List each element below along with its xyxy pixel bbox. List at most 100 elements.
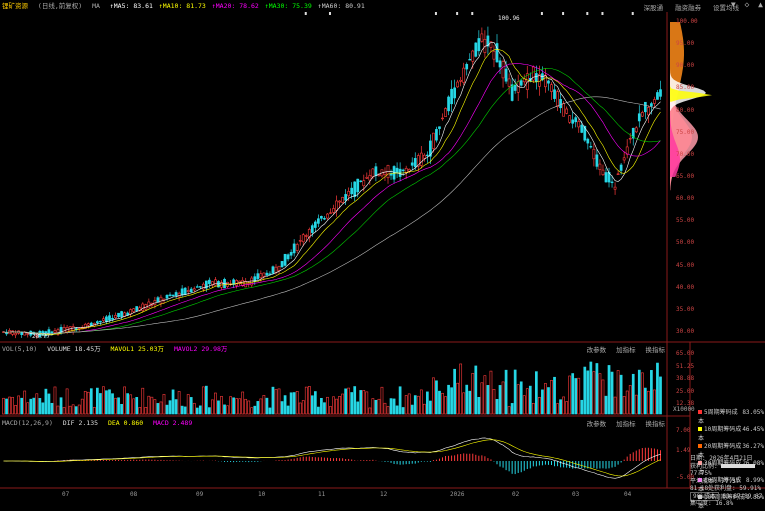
volume-bar <box>165 404 169 415</box>
volume-bar <box>489 370 493 415</box>
candle-body <box>59 327 63 334</box>
candle-body <box>180 288 184 296</box>
vol-edit-params-button[interactable]: 改参数 <box>586 346 607 354</box>
volume-bar <box>492 389 496 415</box>
volume-bar <box>389 398 393 415</box>
volume-bar <box>53 386 57 415</box>
candle-body <box>165 295 169 299</box>
volume-bar <box>386 406 390 415</box>
event-marker <box>631 12 634 15</box>
candle-body <box>426 154 429 157</box>
volume-bar <box>147 395 151 415</box>
link-set-ma[interactable]: 设置均线 <box>713 4 739 12</box>
link-shenggutong[interactable]: 深股通 <box>643 4 664 12</box>
ma5-line <box>3 42 661 336</box>
volume-bar <box>253 405 257 415</box>
volume-unit: X10000 <box>673 406 695 413</box>
cost90-select[interactable]: 90%成本 <box>690 491 719 501</box>
volume-bar <box>171 389 175 415</box>
volume-bar <box>474 365 478 415</box>
volume-bar <box>195 407 199 415</box>
candle-body <box>616 173 620 175</box>
volume-bar <box>610 371 614 415</box>
macd-switch-indicator-button[interactable]: 换指标 <box>645 420 666 428</box>
price-tick-label: 55.00 <box>676 217 695 225</box>
candle-body <box>395 167 399 174</box>
expand-icon[interactable]: ▲ <box>758 0 763 9</box>
macd-tick-label: 7.00 <box>676 427 691 434</box>
volume-bar <box>313 391 317 415</box>
diamond-icon[interactable]: ◇ <box>744 0 750 9</box>
candle-body <box>298 240 302 242</box>
candle-body <box>474 42 478 57</box>
volume-bar <box>377 398 381 415</box>
candle-body <box>83 323 87 329</box>
candle-body <box>99 320 102 323</box>
volume-bar <box>189 397 193 415</box>
macd-tick-label: -5.00 <box>676 474 695 481</box>
volume-bar <box>616 370 620 415</box>
candle-body <box>256 273 260 280</box>
candle-body <box>640 112 644 117</box>
volume-bar <box>123 386 126 415</box>
price-tick-label: 90.00 <box>676 62 695 70</box>
volume-bar <box>304 386 308 415</box>
candle-body <box>313 221 317 228</box>
volume-bar <box>102 386 105 415</box>
candle-body <box>595 154 599 167</box>
candle-body <box>583 126 587 141</box>
collapse-icon[interactable]: ▼ <box>730 0 736 9</box>
chart-canvas[interactable] <box>0 0 765 500</box>
link-margin[interactable]: 融资融券 <box>675 4 702 12</box>
legend-row: 5周期筹码成本 83.05% <box>698 409 764 426</box>
price-tick-label: 80.00 <box>676 106 695 114</box>
volume-bar <box>341 393 344 415</box>
mavol2-value: MAVOL2 29.98万 <box>173 345 228 353</box>
dif-line <box>3 437 661 479</box>
volume-bar <box>365 391 369 415</box>
volume-bar <box>186 394 190 415</box>
candle-body <box>489 41 493 48</box>
price-tick-label: 100.00 <box>676 18 698 25</box>
event-marker <box>434 12 437 15</box>
candle-body <box>117 312 120 318</box>
stat-cost90-value: 63.67-89.67 <box>722 492 763 500</box>
candle-body <box>317 218 320 224</box>
legend-value: 1.55% <box>745 494 764 501</box>
candle-body <box>253 276 257 282</box>
candle-body <box>120 311 123 317</box>
macd-edit-params-button[interactable]: 改参数 <box>586 420 607 428</box>
legend-swatch <box>698 427 702 431</box>
stat-profit-row: 获利比例: 77.75% <box>690 463 765 478</box>
candle-body <box>271 266 275 274</box>
candle-body <box>274 266 278 273</box>
vol-switch-indicator-button[interactable]: 换指标 <box>645 346 666 354</box>
volume-bar <box>480 382 484 415</box>
candle-body <box>498 60 502 68</box>
volume-bar <box>326 396 329 415</box>
price-tick-label: 60.00 <box>676 195 695 203</box>
window-buttons: ▼ ◇ ▲ <box>727 0 763 9</box>
candle-body <box>86 323 90 326</box>
candle-body <box>111 317 114 320</box>
candle-body <box>589 146 593 148</box>
candle-body <box>550 84 553 92</box>
vol-add-indicator-button[interactable]: 加指标 <box>616 346 636 354</box>
volume-bar <box>625 390 629 415</box>
volume-bar <box>586 370 590 415</box>
volume-bar <box>111 393 114 415</box>
legend-swatch <box>698 478 702 482</box>
candle-body <box>365 177 369 179</box>
macd-add-indicator-button[interactable]: 加指标 <box>616 420 636 428</box>
volume-bar <box>362 390 366 415</box>
macd-title: MACD(12,26,9) <box>2 419 53 427</box>
volume-bar <box>92 407 96 415</box>
volume-bar <box>259 398 263 415</box>
candle-body <box>32 331 36 335</box>
legend-value: 8.99% <box>745 477 764 484</box>
stat-profit-at: 81.18处获利盘: 59.91% <box>690 485 761 492</box>
event-marker <box>562 12 565 15</box>
volume-bar <box>495 398 499 415</box>
candle-body <box>183 287 187 295</box>
ma10-line <box>3 48 661 335</box>
